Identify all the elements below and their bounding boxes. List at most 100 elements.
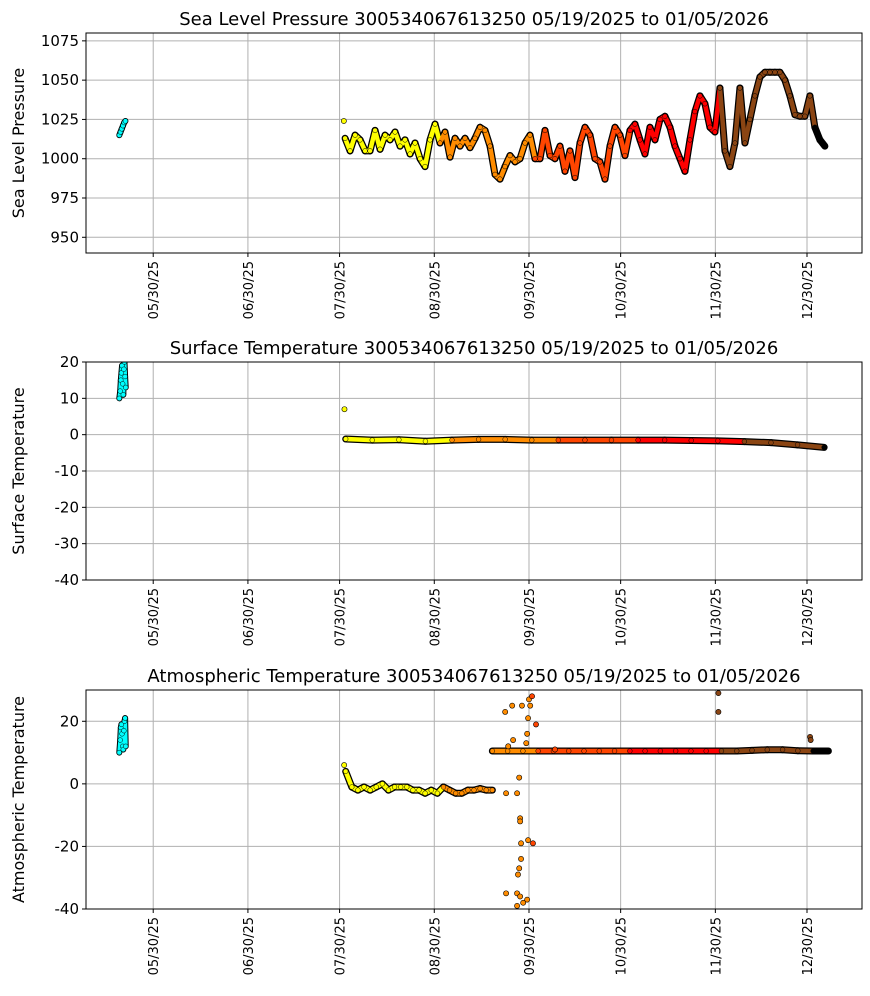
series2-point <box>780 747 785 752</box>
series-point <box>418 156 423 161</box>
series-point <box>423 439 428 444</box>
outlier-point <box>524 741 529 746</box>
series-point <box>563 169 568 174</box>
outlier-point <box>510 703 515 708</box>
series-point <box>583 438 588 443</box>
series-point <box>798 114 803 119</box>
series-point <box>568 148 573 153</box>
may-point <box>123 716 128 721</box>
series-point <box>793 112 798 117</box>
series2-point <box>689 749 694 754</box>
series-point <box>463 136 468 141</box>
series-point <box>818 137 823 142</box>
outlier-point <box>528 703 533 708</box>
series-point <box>718 86 723 91</box>
series-point <box>472 788 477 793</box>
outlier-point <box>518 894 523 899</box>
series-point <box>459 791 464 796</box>
series2-point <box>750 748 755 753</box>
x-tick-label: 05/30/25 <box>147 917 162 975</box>
series-point <box>598 159 603 164</box>
series-point <box>392 785 397 790</box>
x-tick-label: 07/30/25 <box>334 917 349 975</box>
series-point <box>593 156 598 161</box>
series-point <box>643 152 648 157</box>
outlier-point <box>517 866 522 871</box>
series-point <box>408 152 413 157</box>
series-point <box>378 147 383 152</box>
series-point <box>450 438 455 443</box>
series-point <box>465 788 470 793</box>
x-tick-label: 11/30/25 <box>709 917 724 975</box>
series-point <box>508 153 513 158</box>
x-tick-label: 10/30/25 <box>615 261 630 319</box>
x-tick-label: 09/30/25 <box>523 917 538 975</box>
outlier-point <box>503 709 508 714</box>
series2-point <box>704 749 709 754</box>
series-point <box>438 141 443 146</box>
series2-point <box>734 749 739 754</box>
y-tick-label: -40 <box>55 571 80 589</box>
outlier-point <box>716 691 721 696</box>
x-tick-label: 08/30/25 <box>428 261 443 319</box>
series-point <box>618 133 623 138</box>
series-point <box>373 128 378 133</box>
may-point <box>123 119 128 124</box>
series-point <box>636 438 641 443</box>
may-point <box>123 385 128 390</box>
x-tick-label: 07/30/25 <box>334 588 349 646</box>
may-point <box>121 392 126 397</box>
x-tick-label: 08/30/25 <box>428 917 443 975</box>
x-tick-label: 12/30/25 <box>801 588 816 646</box>
series-point <box>608 144 613 149</box>
series2-point <box>566 749 571 754</box>
series-point <box>683 169 688 174</box>
series-point <box>648 125 653 130</box>
series-point <box>503 164 508 169</box>
series-point <box>403 137 408 142</box>
series2-point <box>582 749 587 754</box>
series-point <box>633 122 638 127</box>
series-point <box>490 788 495 793</box>
series-point <box>518 156 523 161</box>
series2-point <box>627 749 632 754</box>
series-point <box>453 791 458 796</box>
series-point <box>368 148 373 153</box>
series-point <box>553 156 558 161</box>
series-point <box>396 437 401 442</box>
series-point <box>503 437 508 442</box>
may-point <box>123 374 128 379</box>
y-axis-label: Surface Temperature <box>9 387 28 554</box>
series-point <box>698 93 703 98</box>
series-point <box>658 117 663 122</box>
series-point <box>388 137 393 142</box>
may-point <box>121 728 126 733</box>
data-layer <box>117 70 827 182</box>
series-point <box>458 144 463 149</box>
series2-point <box>490 749 495 754</box>
series-segment <box>425 440 452 441</box>
x-tick-label: 06/30/25 <box>242 261 257 319</box>
series-point <box>473 136 478 141</box>
y-tick-label: 20 <box>60 712 79 730</box>
outlier-point <box>529 694 534 699</box>
may-point <box>121 367 126 372</box>
series-point <box>453 136 458 141</box>
series-point <box>498 177 503 182</box>
series-point <box>603 177 608 182</box>
series-point <box>428 137 433 142</box>
series-point <box>688 137 693 142</box>
series2-point <box>520 749 525 754</box>
series-point <box>748 117 753 122</box>
x-tick-label: 12/30/25 <box>801 917 816 975</box>
plot-title: Atmospheric Temperature 300534067613250 … <box>147 666 800 687</box>
outlier-point <box>514 903 519 908</box>
outlier-point <box>341 118 346 123</box>
y-tick-label: 1075 <box>41 32 79 50</box>
series-point <box>443 130 448 135</box>
series-point <box>398 785 403 790</box>
y-tick-label: 975 <box>50 189 79 207</box>
